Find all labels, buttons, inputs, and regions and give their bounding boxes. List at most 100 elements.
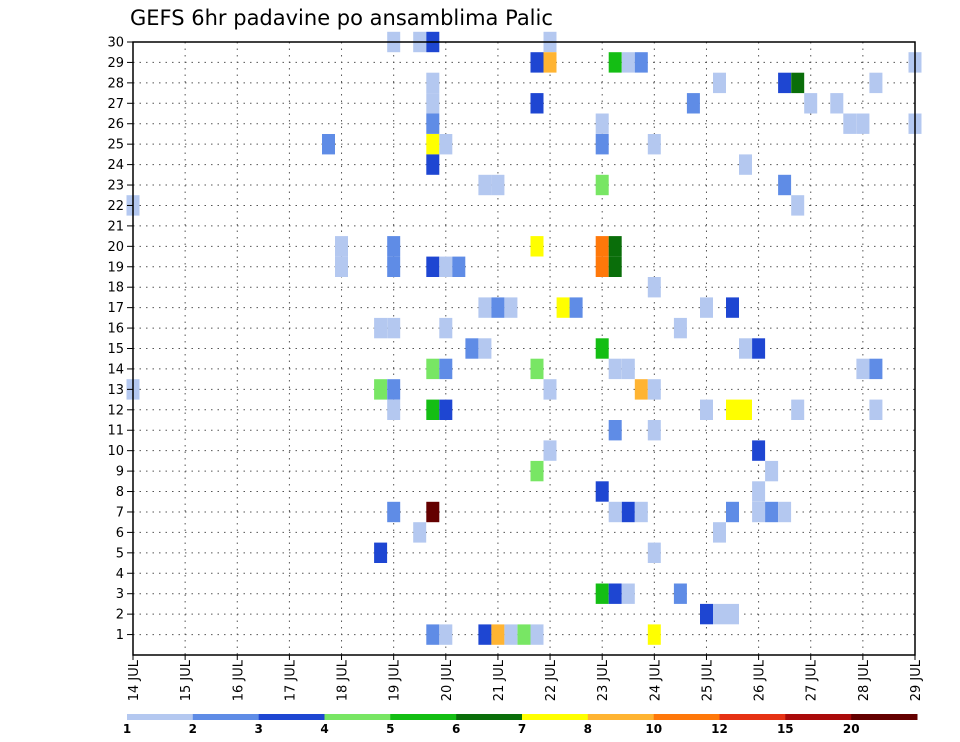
precip-cell [478,338,492,359]
x-tick-label: 15 JUL [179,659,194,701]
precip-cell [413,522,427,543]
precip-cell [595,134,609,155]
precip-cell [621,583,635,604]
y-tick-label: 27 [107,97,124,112]
precip-cell [543,52,557,73]
precip-cell [726,399,739,420]
precip-cell [595,583,609,604]
precip-cell [713,603,726,625]
y-tick-label: 25 [107,138,124,153]
y-tick-label: 2 [116,608,124,623]
precip-cell [374,317,388,339]
y-tick-label: 13 [107,383,124,398]
precip-cell [608,420,622,441]
y-tick-label: 20 [107,240,124,255]
precip-cell [700,603,713,625]
precip-cell [752,440,766,461]
precip-cell [595,256,609,277]
precip-cell [752,338,766,359]
precip-cell [608,52,622,73]
x-tick-label: 28 JUL [857,659,872,701]
y-tick-label: 19 [107,260,124,275]
y-tick-label: 15 [107,342,124,357]
precip-cell [530,52,544,73]
colorbar-segment [456,714,523,720]
precip-cell [426,399,440,420]
y-tick-label: 24 [107,158,124,173]
precip-cell [621,501,635,523]
precip-cell [608,501,622,523]
precip-cell [634,379,648,400]
precip-cell [647,134,661,155]
precip-cell [752,481,766,502]
precip-cell [387,501,401,523]
precip-cell [426,501,440,523]
precip-cell [491,624,505,645]
colorbar-segment [719,714,786,720]
precip-cell [647,277,661,298]
colorbar-segment [192,714,260,720]
y-tick-label: 4 [116,567,124,582]
precip-cell [595,481,609,502]
y-tick-label: 21 [107,219,124,234]
precip-cell [387,236,401,257]
colorbar-segment [851,714,918,720]
precip-cell [491,297,505,318]
precip-cell [647,624,661,645]
x-tick-label: 21 JUL [492,659,507,701]
x-tick-label: 26 JUL [753,659,768,701]
precip-cell [387,317,401,339]
colorbar-label: 20 [843,722,860,736]
precip-cell [426,358,440,380]
colorbar-segment [390,714,457,720]
precip-cell [778,174,792,196]
precip-cell [726,501,739,523]
precip-cell [426,113,440,134]
precip-cell [478,624,492,645]
precip-cell [491,174,505,196]
precip-cell [569,297,583,318]
x-axis: 14 JUL 15 JUL 16 JUL 17 JUL 18 JUL 19 JUL 20 J… [127,655,924,701]
colorbar-label: 1 [123,722,131,736]
precip-cell [387,256,401,277]
colorbar: 1 2 3 4 5 6 7 8 10 12 15 20 [123,714,918,736]
colorbar-label: 12 [711,722,728,736]
colorbar-segment [653,714,720,720]
y-axis: 1234567891011121314151617181920212223242… [107,36,133,643]
y-tick-label: 6 [116,526,124,541]
colorbar-label: 5 [386,722,394,736]
precip-cell [869,358,883,380]
precip-cell [595,174,609,196]
precip-cell [804,93,818,114]
x-tick-label: 23 JUL [596,659,611,701]
precip-cell [869,72,883,94]
x-tick-label: 18 JUL [336,659,351,701]
precip-cell [647,379,661,400]
x-tick-label: 22 JUL [544,659,559,701]
precip-cell [778,501,792,523]
precip-cell [608,236,622,257]
y-tick-label: 18 [107,281,124,296]
precip-cell [543,379,557,400]
precip-cell [608,358,622,380]
precip-cell [530,358,544,380]
x-tick-label: 17 JUL [283,659,298,701]
colorbar-label: 4 [320,722,328,736]
colorbar-segment [324,714,391,720]
colorbar-label: 7 [518,722,526,736]
y-tick-label: 10 [107,444,124,459]
precip-cell [426,93,440,114]
precip-cell [439,358,453,380]
y-tick-label: 29 [107,56,124,71]
y-tick-label: 26 [107,117,124,132]
y-tick-label: 30 [107,36,124,51]
x-tick-label: 25 JUL [700,659,715,701]
precip-cell [556,297,570,318]
precip-cell [387,379,401,400]
precip-cell [791,399,805,420]
precip-cell [856,358,870,380]
precip-cell [439,134,453,155]
y-tick-label: 12 [107,403,124,418]
precip-cell [595,338,609,359]
